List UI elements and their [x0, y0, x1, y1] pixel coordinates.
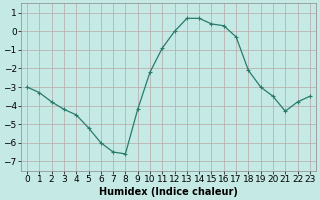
X-axis label: Humidex (Indice chaleur): Humidex (Indice chaleur) [99, 187, 238, 197]
